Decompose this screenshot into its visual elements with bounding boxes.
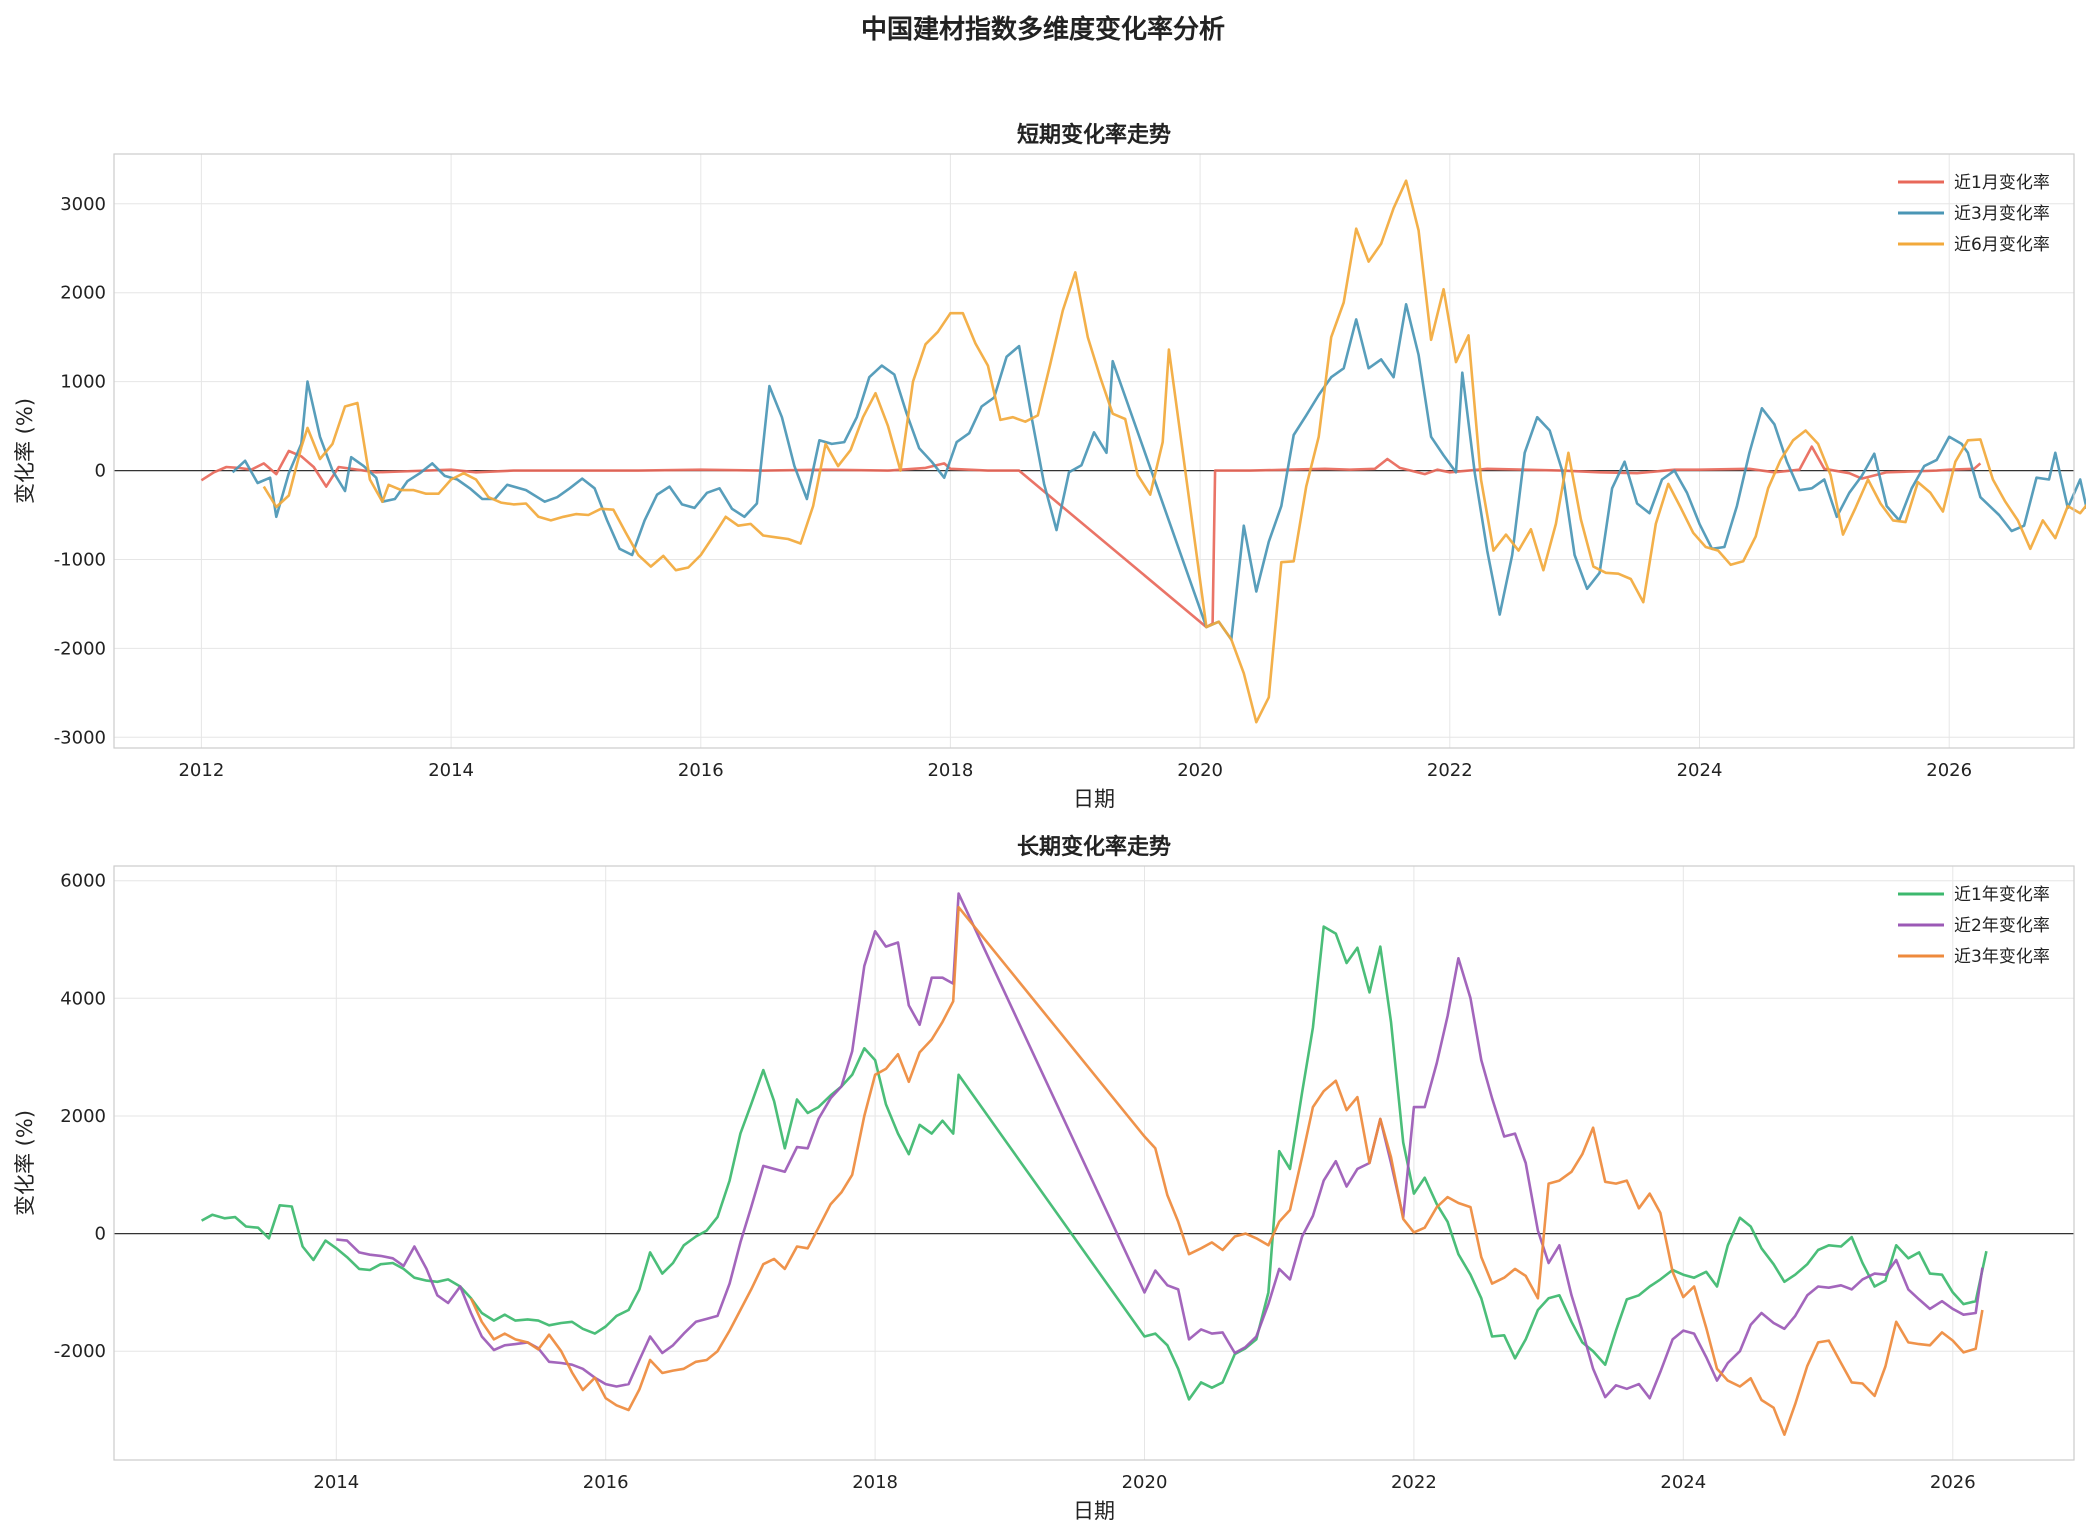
y-tick-label: 3000 — [60, 194, 106, 215]
axes-frame — [113, 865, 2075, 1461]
series-line-3 — [262, 179, 2086, 724]
y-tick-label: -3000 — [54, 727, 106, 748]
x-tick-label: 2014 — [428, 760, 474, 781]
legend-label: 近3年变化率 — [1954, 947, 2050, 967]
x-axis-label: 日期 — [1073, 1499, 1115, 1523]
y-tick-label: 4000 — [60, 988, 106, 1009]
axes-frame — [113, 153, 2075, 749]
x-tick-label: 2026 — [1926, 760, 1972, 781]
x-tick-label: 2026 — [1930, 1472, 1976, 1493]
series-line-3 — [469, 905, 1984, 1436]
y-tick-label: 2000 — [60, 1106, 106, 1127]
x-tick-label: 2016 — [678, 760, 724, 781]
y-tick-label: 0 — [95, 461, 106, 482]
x-tick-label: 2020 — [1122, 1472, 1168, 1493]
plot-area — [114, 866, 2074, 1460]
y-tick-label: -2000 — [54, 638, 106, 659]
x-tick-label: 2024 — [1677, 760, 1723, 781]
y-tick-label: 1000 — [60, 372, 106, 393]
y-tick-label: 0 — [95, 1224, 106, 1245]
x-tick-label: 2018 — [927, 760, 973, 781]
figure-title: 中国建材指数多维度变化率分析 — [861, 14, 1225, 45]
long-term-axes: 2014 2016 2018 2020 2022 2024 2026 -2000 0 2000 40… — [13, 834, 2075, 1523]
y-tick-label: 2000 — [60, 283, 106, 304]
x-tick-label: 2022 — [1427, 760, 1473, 781]
legend-label: 近6月变化率 — [1954, 235, 2050, 255]
legend-label: 近3月变化率 — [1954, 204, 2050, 224]
x-axis-label: 日期 — [1073, 787, 1115, 811]
x-tick-label: 2016 — [583, 1472, 629, 1493]
short-term-axes: 2012 2014 2016 2018 2020 2022 2024 2026 -3000 -20… — [13, 122, 2086, 811]
x-tick-label: 2012 — [178, 760, 224, 781]
legend-label: 近1年变化率 — [1954, 885, 2050, 905]
plot-area — [114, 154, 2074, 748]
axes-title: 短期变化率走势 — [1017, 122, 1171, 148]
y-axis-label: 变化率 (%) — [13, 398, 37, 504]
legend-label: 近2年变化率 — [1954, 916, 2050, 936]
series-line-2 — [336, 892, 1984, 1400]
axes-title: 长期变化率走势 — [1017, 834, 1171, 860]
x-tick-label: 2024 — [1660, 1472, 1706, 1493]
x-tick-label: 2022 — [1391, 1472, 1437, 1493]
legend-label: 近1月变化率 — [1954, 173, 2050, 193]
x-tick-label: 2020 — [1177, 760, 1223, 781]
y-tick-label: -2000 — [54, 1341, 106, 1362]
y-tick-label: 6000 — [60, 871, 106, 892]
y-tick-label: -1000 — [54, 550, 106, 571]
x-tick-label: 2018 — [852, 1472, 898, 1493]
x-tick-label: 2014 — [313, 1472, 359, 1493]
y-axis-label: 变化率 (%) — [13, 1110, 37, 1216]
